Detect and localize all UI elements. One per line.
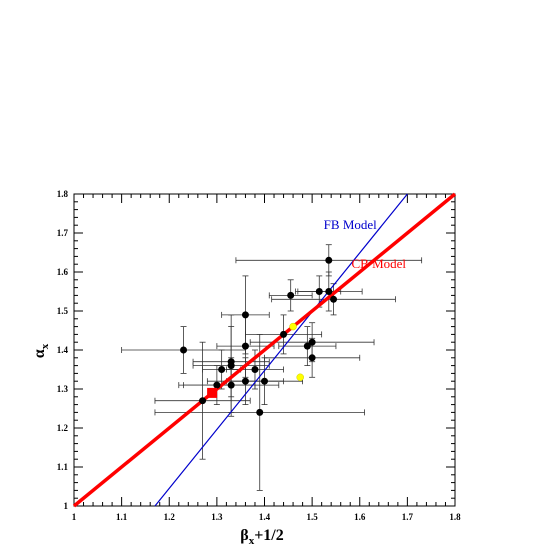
x-tick-label: 1.5 xyxy=(307,512,319,522)
y-tick-label: 1.5 xyxy=(57,306,69,316)
x-axis-title: βx+1/2 xyxy=(240,527,284,545)
y-tick-label: 1.7 xyxy=(57,228,69,238)
data-point xyxy=(308,354,316,362)
x-tick-label: 1.8 xyxy=(449,512,461,522)
square-point xyxy=(207,387,218,398)
x-tick-label: 1.4 xyxy=(259,512,271,522)
data-point xyxy=(280,330,288,338)
data-point xyxy=(241,342,249,350)
fb-model-line xyxy=(154,193,408,507)
data-point xyxy=(256,408,264,416)
x-tick-label: 1.1 xyxy=(116,512,128,522)
data-point xyxy=(199,397,207,405)
y-tick-label: 1.4 xyxy=(57,345,69,355)
cb-model-line xyxy=(72,192,457,508)
highlighted-point xyxy=(289,322,297,331)
x-tick-label: 1 xyxy=(72,512,77,522)
x-tick-label: 1.7 xyxy=(402,512,414,522)
data-point xyxy=(241,377,249,385)
data-point xyxy=(303,342,311,350)
y-tick-label: 1.1 xyxy=(57,462,69,472)
y-axis-title: αx xyxy=(31,343,51,358)
data-point xyxy=(251,366,259,373)
highlighted-point xyxy=(296,373,304,382)
x-tick-label: 1.2 xyxy=(164,512,176,522)
cb-model-label: CB Model xyxy=(352,256,407,271)
data-point xyxy=(330,295,338,303)
data-point xyxy=(308,338,316,346)
y-tick-label: 1.6 xyxy=(57,267,69,277)
fb-model-label: FB Model xyxy=(324,217,377,232)
data-point xyxy=(218,366,226,373)
y-tick-label: 1 xyxy=(64,501,69,511)
data-point xyxy=(180,346,188,354)
x-tick-label: 1.6 xyxy=(354,512,366,522)
x-tick-label: 1.3 xyxy=(211,512,223,522)
data-point xyxy=(241,311,249,319)
y-tick-label: 1.3 xyxy=(57,384,69,394)
data-point xyxy=(325,256,333,264)
data-point xyxy=(261,377,268,385)
data-point xyxy=(315,288,323,295)
data-point xyxy=(213,381,221,389)
data-point xyxy=(325,288,333,295)
data-point xyxy=(287,291,295,299)
y-tick-label: 1.8 xyxy=(57,189,69,199)
y-tick-label: 1.2 xyxy=(57,423,69,433)
data-point xyxy=(227,358,235,366)
data-point xyxy=(227,381,235,389)
